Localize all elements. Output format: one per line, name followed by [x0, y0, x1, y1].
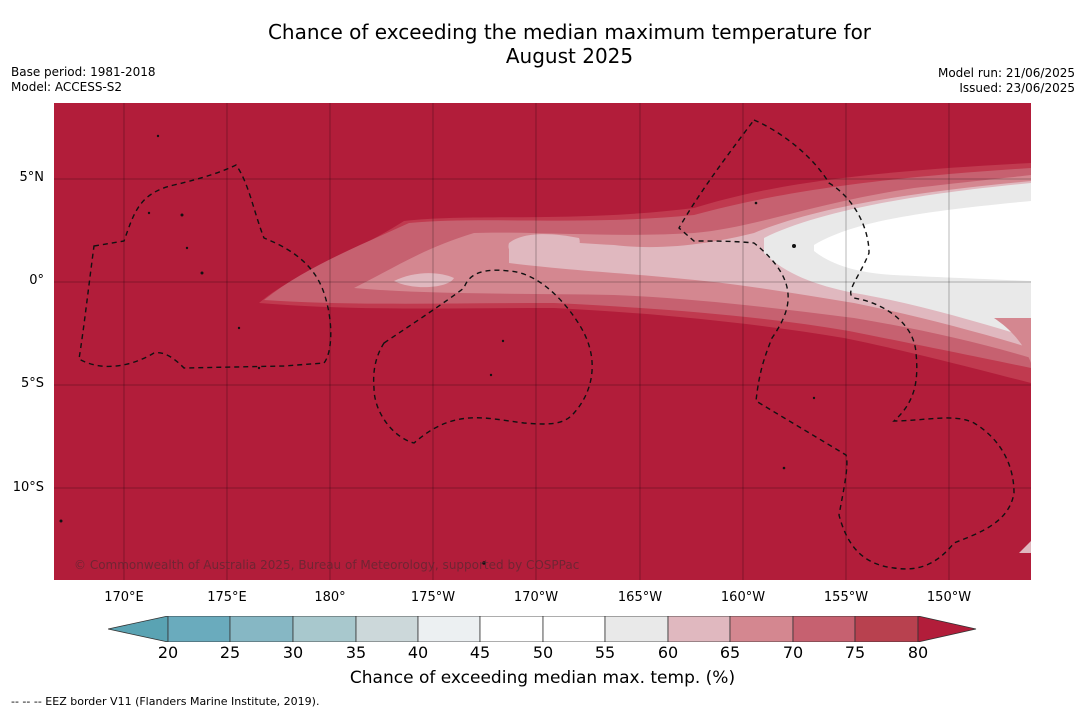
island: [754, 201, 758, 205]
island: [180, 213, 184, 217]
probability-map: [54, 103, 1031, 580]
eez-borders: [78, 119, 1015, 570]
latitude-label-equator: 0°: [29, 273, 44, 288]
colorbar-segment-65-70: [729, 616, 794, 642]
longitude-label-160w: 160°W: [720, 590, 766, 605]
colorbar-segment-75-80: [854, 616, 919, 642]
island: [237, 326, 241, 330]
islands: [59, 134, 816, 565]
longitude-label-150w: 150°W: [926, 590, 972, 605]
graticule: [54, 103, 1031, 580]
colorbar-segment-70-75: [792, 616, 856, 642]
colorbar-label: Chance of exceeding median max. temp. (%…: [349, 668, 736, 688]
colorbar-tick-70: 70: [782, 643, 804, 662]
eez-border-central: [372, 269, 593, 444]
colorbar-tick-30: 30: [282, 643, 304, 662]
eez-legend: -- -- -- EEZ border V11 (Flanders Marine…: [11, 695, 320, 708]
longitude-label-175e: 175°E: [207, 590, 247, 605]
island: [156, 134, 160, 138]
colorbar-segment-55-60: [604, 616, 669, 642]
longitude-label-175w: 175°W: [410, 590, 456, 605]
contour-bulge: [508, 234, 580, 262]
island: [812, 396, 816, 400]
map-title: Chance of exceeding the median maximum t…: [0, 20, 1085, 68]
island: [489, 373, 493, 377]
colorbar-segment-35-40: [355, 616, 419, 642]
colorbar-tick-40: 40: [407, 643, 429, 662]
colorbar-extend-high: [917, 616, 977, 642]
colorbar-segment-50-55: [542, 616, 606, 642]
colorbar-tick-65: 65: [719, 643, 741, 662]
island: [482, 561, 486, 565]
island: [200, 271, 204, 275]
contour-50: [814, 201, 1031, 281]
colorbar-tick-35: 35: [345, 643, 367, 662]
colorbar-tick-20: 20: [157, 643, 179, 662]
colorbar-segment-40-45: [417, 616, 481, 642]
colorbar-tick-45: 45: [469, 643, 491, 662]
latitude-label-5n: 5°N: [19, 170, 45, 185]
longitude-label-180: 180°: [314, 590, 346, 605]
island: [185, 246, 189, 250]
colorbar: [108, 616, 977, 642]
map-panel: © Commonwealth of Australia 2025, Bureau…: [54, 103, 1031, 580]
colorbar-tick-55: 55: [594, 643, 616, 662]
island: [792, 244, 796, 248]
model-name: Model: ACCESS-S2: [11, 80, 123, 94]
model-run-date: Model run: 21/06/2025: [937, 66, 1075, 80]
colorbar-segment-25-30: [229, 616, 294, 642]
colorbar-tick-25: 25: [219, 643, 241, 662]
island: [147, 211, 151, 215]
colorbar-tick-60: 60: [657, 643, 679, 662]
issued-date: Issued: 23/06/2025: [959, 81, 1075, 95]
run-info: Model run: 21/06/2025 Issued: 23/06/2025: [938, 66, 1075, 96]
island: [59, 519, 63, 523]
longitude-label-165w: 165°W: [617, 590, 663, 605]
colorbar-tick-80: 80: [907, 643, 929, 662]
title-line-1: Chance of exceeding the median maximum t…: [267, 20, 872, 44]
longitude-label-170e: 170°E: [104, 590, 144, 605]
island: [782, 466, 786, 470]
contour-fade-right: [994, 318, 1031, 363]
model-info: Base period: 1981-2018 Model: ACCESS-S2: [11, 65, 156, 95]
title-line-2: August 2025: [505, 44, 634, 68]
colorbar-tick-50: 50: [532, 643, 554, 662]
latitude-label-5s: 5°S: [20, 376, 44, 391]
contour-corner: [1019, 541, 1031, 553]
eez-border-west: [78, 164, 332, 369]
latitude-label-10s: 10°S: [12, 480, 44, 495]
colorbar-segment-60-65: [667, 616, 731, 642]
island: [257, 366, 261, 370]
contour-islet: [394, 273, 454, 288]
colorbar-segment-45-50: [479, 616, 544, 642]
colorbar-extend-low: [108, 616, 169, 642]
longitude-label-155w: 155°W: [823, 590, 869, 605]
colorbar-tick-75: 75: [844, 643, 866, 662]
island: [501, 339, 505, 343]
colorbar-segment-30-35: [292, 616, 357, 642]
eez-border-east: [678, 119, 1015, 570]
base-period: Base period: 1981-2018: [11, 65, 156, 79]
colorbar-segment-20-25: [167, 616, 231, 642]
longitude-label-170w: 170°W: [513, 590, 559, 605]
copyright-notice: © Commonwealth of Australia 2025, Bureau…: [74, 558, 580, 572]
